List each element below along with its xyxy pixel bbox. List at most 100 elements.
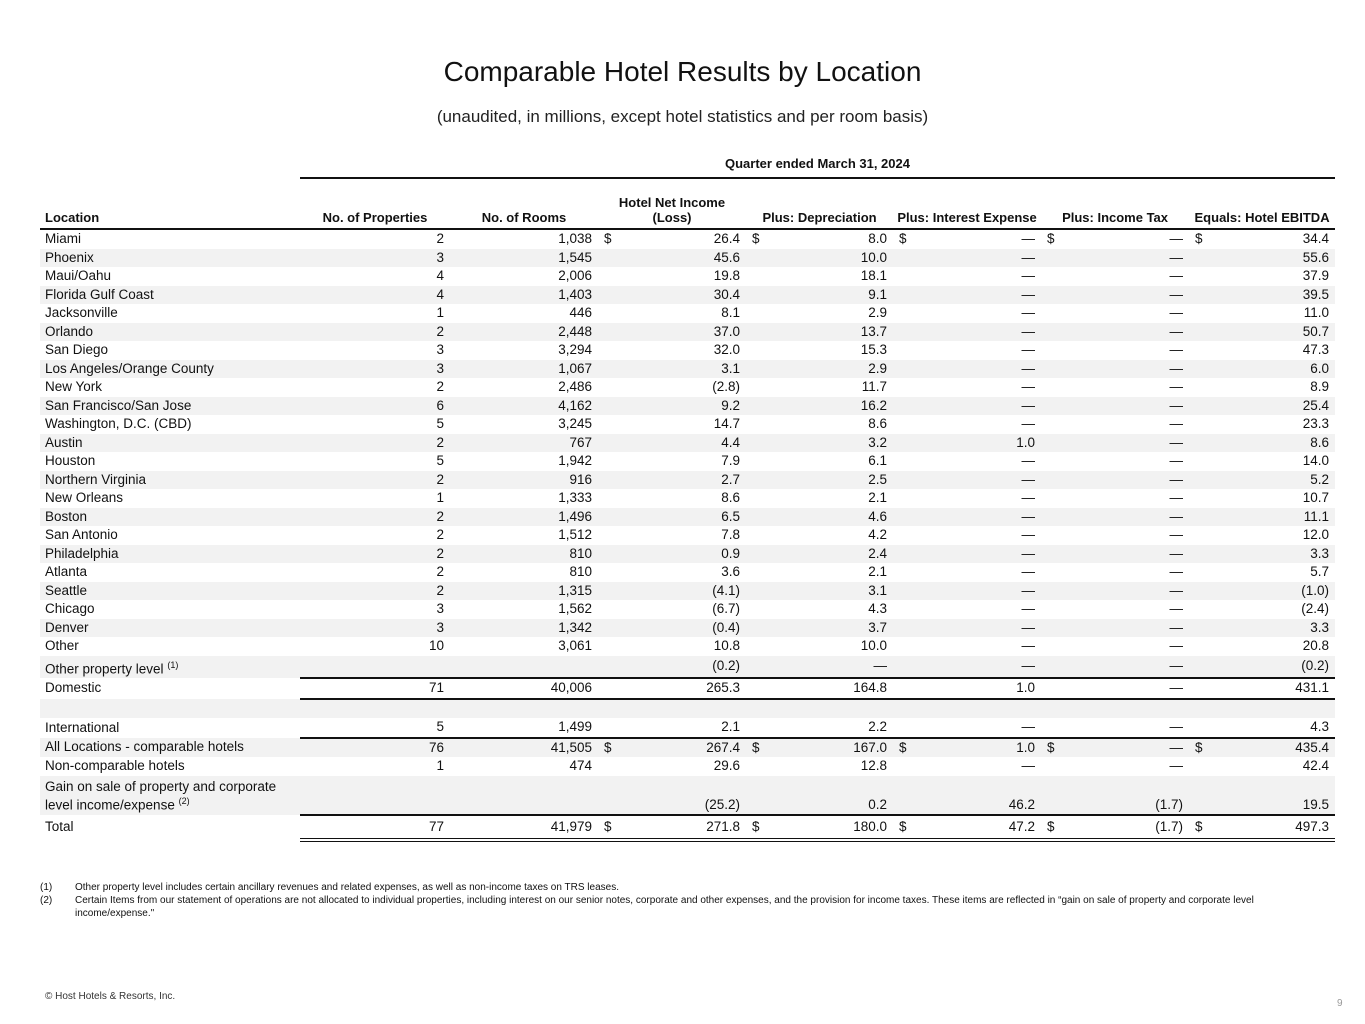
cell-interest: — <box>1021 231 1036 247</box>
cell-properties: 77 <box>300 813 450 842</box>
dollar-sign <box>1189 563 1205 582</box>
cell-rooms: 1,038 <box>558 231 592 247</box>
dollar-sign <box>1041 655 1058 678</box>
cell-properties: 71 <box>300 677 450 699</box>
dollar-sign <box>1041 489 1057 508</box>
location-label: Houston <box>45 453 96 469</box>
dollar-sign <box>893 396 910 415</box>
cell-location: Houston <box>40 452 300 471</box>
cell-depreciation: 8.0 <box>868 231 888 247</box>
dollar-sign <box>1041 581 1058 600</box>
cell-income-tax: — <box>1169 305 1184 321</box>
cell-rooms: 2,448 <box>450 322 598 341</box>
period-header: Quarter ended March 31, 2024 <box>725 156 910 171</box>
dollar-sign <box>1189 507 1206 526</box>
dollar-sign <box>1189 341 1205 360</box>
table-row: San Diego 3 3,294 32.0 15.3 — — 47.3 <box>40 341 1335 360</box>
cell-location: Florida Gulf Coast <box>40 285 300 304</box>
cell-net-income: 8.1 <box>721 305 741 321</box>
footnote-ref: (1) <box>167 659 179 670</box>
cell-ebitda: 11.1 <box>1205 507 1336 526</box>
dollar-sign <box>1189 267 1205 286</box>
dollar-sign <box>893 470 910 489</box>
cell-net-income: 7.9 <box>721 453 741 469</box>
cell-income-tax <box>1057 697 1190 718</box>
cell-net-income: (0.2) <box>614 655 747 678</box>
table-row: All Locations - comparable hotels 76 41,50… <box>40 736 1336 757</box>
table-row: Total 77 41,979 $271.8 $180.0 $47.2 $ (1.7) $497… <box>40 813 1336 842</box>
dollar-sign <box>1189 544 1206 563</box>
cell-properties: 4 <box>300 285 450 304</box>
cell-depreciation: 15.3 <box>860 342 888 358</box>
cell-interest: — <box>909 507 1042 526</box>
cell-properties <box>300 655 450 678</box>
cell-depreciation: 12.8 <box>860 758 888 774</box>
dollar-sign <box>1189 415 1205 434</box>
table-row: Maui/Oahu 4 2,006 19.8 18.1 — — 37.9 <box>40 267 1335 286</box>
cell-depreciation: 2.1 <box>868 490 888 506</box>
cell-net-income: (4.1) <box>614 581 747 600</box>
cell-location: San Antonio <box>40 526 300 545</box>
dollar-sign <box>1041 248 1058 267</box>
cell-income-tax: — <box>1057 433 1190 452</box>
dollar-sign <box>1189 757 1205 776</box>
dollar-sign <box>893 775 910 815</box>
dollar-sign <box>1041 600 1057 619</box>
dollar-sign <box>598 677 614 699</box>
cell-rooms: 1,942 <box>558 453 592 469</box>
location-label: New Orleans <box>45 490 124 506</box>
location-label: Maui/Oahu <box>45 268 112 284</box>
cell-interest: — <box>1021 527 1036 543</box>
location-label: International <box>45 719 120 735</box>
cell-net-income: (25.2) <box>614 775 747 815</box>
cell-location: Boston <box>40 507 300 526</box>
dollar-sign: $ <box>1195 231 1203 247</box>
cell-interest: — <box>909 544 1042 563</box>
col-interest: Plus: Interest Expense <box>893 195 1042 230</box>
location-label: Domestic <box>45 680 102 696</box>
cell-ebitda: (1.0) <box>1205 581 1336 600</box>
cell-net-income: 6.5 <box>614 507 747 526</box>
col-income-tax: Plus: Income Tax <box>1041 195 1190 230</box>
cell-depreciation: 16.2 <box>762 396 894 415</box>
cell-income-tax: (1.7) <box>1057 813 1190 842</box>
cell-rooms <box>450 775 598 815</box>
cell-location: Other property level (1) <box>40 655 300 678</box>
cell-income-tax: — <box>1057 655 1190 678</box>
cell-rooms: 3,245 <box>558 416 592 432</box>
cell-interest: — <box>909 322 1042 341</box>
cell-ebitda: 3.3 <box>1205 618 1336 637</box>
dollar-sign <box>1189 285 1206 304</box>
cell-interest: 47.2 <box>909 813 1042 842</box>
location-label: Miami <box>45 231 81 247</box>
dollar-sign <box>893 304 909 323</box>
dollar-sign <box>893 677 910 699</box>
dollar-sign <box>893 359 910 378</box>
dollar-sign <box>1041 285 1058 304</box>
dollar-sign <box>598 470 614 489</box>
cell-interest: — <box>1021 379 1036 395</box>
dollar-sign <box>598 757 614 776</box>
location-label: Denver <box>45 619 89 635</box>
cell-net-income: 267.4 <box>614 736 747 757</box>
location-label: Austin <box>45 434 83 450</box>
dollar-sign <box>1041 697 1058 718</box>
dollar-sign <box>746 600 762 619</box>
cell-depreciation: 13.7 <box>762 322 894 341</box>
cell-rooms: 3,061 <box>558 638 592 654</box>
col-rooms: No. of Rooms <box>450 195 598 230</box>
cell-location: San Francisco/San Jose <box>40 396 300 415</box>
header-row: Location No. of Properties No. of Rooms … <box>40 195 1336 230</box>
dollar-sign <box>1189 470 1206 489</box>
dollar-sign <box>1041 322 1058 341</box>
cell-properties: 1 <box>436 758 444 774</box>
cell-income-tax: — <box>1057 322 1190 341</box>
dollar-sign <box>1189 697 1206 718</box>
cell-interest: — <box>909 396 1042 415</box>
dollar-sign <box>893 285 910 304</box>
dollar-sign: $ <box>1041 813 1058 842</box>
cell-ebitda: 435.4 <box>1205 736 1336 757</box>
cell-interest: — <box>909 285 1042 304</box>
dollar-sign <box>1041 618 1058 637</box>
cell-net-income: 19.8 <box>713 268 741 284</box>
